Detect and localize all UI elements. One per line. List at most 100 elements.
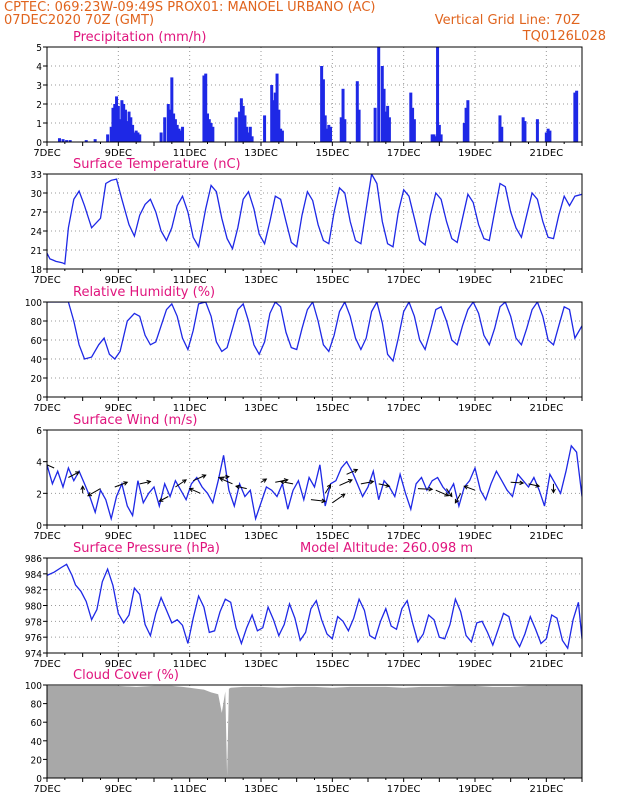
- y-tick-label: 974: [25, 649, 42, 660]
- header-line-1: CPTEC: 069:23W-09:49S PROX01: MANOEL URB…: [4, 0, 375, 15]
- x-tick-label: 7DEC: [33, 403, 60, 414]
- wind-arrow: [378, 483, 391, 488]
- precip-bar: [65, 140, 69, 142]
- precip-bar: [341, 88, 345, 142]
- precip-bar: [355, 81, 359, 142]
- y-tick-label: 3: [36, 81, 42, 92]
- panel-annotation: Model Altitude: 260.098 m: [300, 541, 473, 556]
- x-tick-label: 21DEC: [529, 275, 563, 286]
- precip-bar: [320, 66, 324, 142]
- wind-arrow: [260, 478, 268, 483]
- precip-bar: [546, 128, 550, 142]
- precip-bar: [116, 105, 120, 142]
- precip-bar: [179, 130, 183, 142]
- y-tick-label: 20: [31, 374, 43, 385]
- precip-bar: [202, 75, 206, 142]
- precip-bar: [409, 92, 413, 142]
- precip-bar: [437, 124, 441, 142]
- cloud-cover-area: [47, 685, 582, 778]
- precip-bar: [544, 132, 548, 142]
- x-tick-label: 17DEC: [387, 275, 421, 286]
- precip-bar: [430, 134, 434, 142]
- x-tick-label: 19DEC: [458, 148, 492, 159]
- x-tick-label: 15DEC: [315, 403, 349, 414]
- panel-title: Cloud Cover (%): [73, 668, 179, 683]
- x-tick-label: 7DEC: [33, 148, 60, 159]
- y-tick-label: 984: [25, 570, 42, 581]
- precip-bar: [500, 126, 504, 142]
- panel-title: Precipitation (mm/h): [73, 30, 206, 45]
- precip-bar: [575, 90, 579, 142]
- x-tick-label: 7DEC: [33, 275, 60, 286]
- precip-bar: [275, 73, 279, 142]
- precip-bar: [411, 107, 415, 142]
- precip-bar: [111, 107, 115, 142]
- panel-title: Surface Pressure (hPa): [73, 541, 220, 556]
- panel-frame: [46, 301, 583, 398]
- series-line: [47, 563, 582, 650]
- precip-bar: [163, 117, 167, 142]
- precip-bar: [280, 130, 284, 142]
- panel-2: 18 21 24 27 30 33 7DEC 9DEC 11DEC 13DEC 15DEC 17DEC…: [31, 157, 583, 286]
- precip-bar: [247, 132, 251, 142]
- wind-arrow: [193, 474, 207, 482]
- wind-arrow: [339, 479, 353, 486]
- x-tick-label: 15DEC: [315, 148, 349, 159]
- precip-bar: [241, 105, 245, 142]
- wind-arrow: [417, 486, 434, 492]
- precip-bar: [204, 73, 208, 142]
- precip-bar: [271, 100, 275, 142]
- y-tick-label: 60: [31, 718, 43, 729]
- precip-bar: [177, 128, 181, 142]
- x-tick-label: 13DEC: [244, 784, 278, 795]
- precip-bar: [434, 136, 438, 142]
- panel-3: 0 20 40 60 80 100 7DEC 9DEC 11DEC 13DEC 15DEC 17DEC…: [25, 285, 583, 414]
- x-tick-label: 19DEC: [458, 403, 492, 414]
- precip-bar: [109, 126, 113, 142]
- x-tick-label: 15DEC: [315, 531, 349, 542]
- precip-bar: [321, 79, 325, 142]
- y-tick-label: 986: [25, 554, 42, 565]
- wind-arrow: [158, 496, 169, 502]
- precip-bar: [132, 132, 136, 142]
- x-tick-label: 11DEC: [173, 275, 207, 286]
- wind-arrow: [324, 483, 332, 494]
- x-tick-label: 19DEC: [458, 275, 492, 286]
- y-tick-label: 2: [36, 100, 42, 111]
- series-line: [47, 174, 582, 265]
- wind-arrow: [235, 484, 247, 490]
- precip-bar: [175, 124, 179, 142]
- panel-title: Surface Wind (m/s): [73, 413, 197, 428]
- panel-5: 974 976 978 980 982 984 986 7DEC 9DEC 11DEC 13DEC 1…: [25, 541, 583, 670]
- wind-arrow: [454, 493, 462, 504]
- precip-bar: [250, 136, 254, 142]
- precip-bar: [243, 115, 247, 142]
- y-tick-label: 40: [31, 355, 43, 366]
- precip-bar: [57, 138, 61, 142]
- header-grid-note: Vertical Grid Line: 70Z: [435, 13, 580, 28]
- precip-bar: [166, 104, 170, 142]
- precip-bar: [131, 124, 135, 142]
- x-tick-label: 11DEC: [173, 784, 207, 795]
- wind-arrow: [332, 493, 346, 504]
- precip-bar: [159, 132, 163, 142]
- wind-arrow: [551, 483, 556, 494]
- wind-arrow: [114, 481, 129, 488]
- y-tick-label: 40: [31, 737, 43, 748]
- x-tick-label: 13DEC: [244, 531, 278, 542]
- precip-bar: [279, 128, 283, 142]
- x-tick-label: 13DEC: [244, 403, 278, 414]
- precip-bar: [548, 130, 552, 142]
- precip-bar: [382, 88, 386, 142]
- x-tick-label: 9DEC: [105, 403, 132, 414]
- x-tick-label: 21DEC: [529, 403, 563, 414]
- precip-bar: [129, 117, 133, 142]
- precip-bar: [209, 123, 213, 142]
- precip-bar: [373, 107, 377, 142]
- wind-arrow: [279, 479, 294, 485]
- precip-bar: [432, 134, 436, 142]
- wind-arrow: [175, 479, 187, 488]
- panel-title: Relative Humidity (%): [73, 285, 215, 300]
- precip-bar: [466, 100, 470, 142]
